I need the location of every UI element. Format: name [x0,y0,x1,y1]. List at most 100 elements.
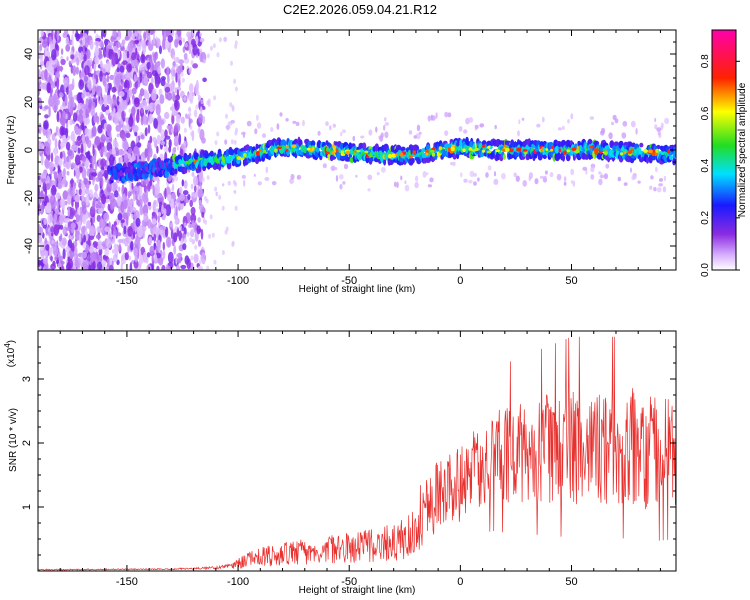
heatmap-noise-blob [104,178,108,183]
heatmap-noise-blob [129,262,133,270]
heatmap-trace-halo [322,163,327,169]
heatmap-noise-blob [70,222,76,229]
heatmap-trace-halo [427,115,431,122]
heatmap-noise-blob [136,112,140,124]
heatmap-noise-blob [97,240,102,246]
top-ytick-label: -20 [23,190,35,206]
heatmap-trace-halo [257,122,262,129]
heatmap-noise-blob [57,262,62,269]
heatmap-trace-halo [528,172,534,179]
heatmap-noise-blob [95,258,98,264]
y-axis-top: -40 -20 0 20 40 [23,29,676,271]
heatmap-trace-halo [290,173,295,180]
heatmap-noise-blob [76,57,80,66]
heatmap-noise-blob [81,226,85,235]
heatmap-noise-blob [59,255,64,262]
heatmap-noise-blob [175,218,179,224]
heatmap-peak-cell [335,148,339,153]
heatmap-trace-halo [472,173,478,177]
heatmap-noise-blob [213,95,217,101]
heatmap-noise-blob [180,71,184,77]
heatmap-trace-cell [383,158,387,166]
heatmap-noise-blob [44,114,49,119]
heatmap-peak-cell [522,149,528,152]
heatmap-noise-blob [38,85,41,97]
heatmap-peak-cell [603,151,608,155]
heatmap-trace-halo [215,191,218,197]
heatmap-trace-halo [664,117,670,125]
heatmap-noise-blob [197,128,201,134]
heatmap-noise-blob [60,58,66,66]
heatmap-noise-blob [153,233,157,242]
spectrogram-panel: -150 -100 -50 0 50 -40 -20 0 20 40 Height of str… [6,29,677,295]
heatmap-noise-blob [72,182,77,187]
heatmap-noise-blob [92,125,97,137]
heatmap-noise-blob [126,50,130,59]
heatmap-noise-blob [175,72,178,83]
heatmap-noise-blob [144,127,148,137]
heatmap-noise-blob [59,224,64,230]
heatmap-noise-blob [72,30,75,35]
heatmap-trace-halo [629,167,633,173]
heatmap-noise-blob [190,131,194,137]
heatmap-noise-blob [131,60,135,68]
heatmap-noise-blob [216,131,220,137]
heatmap-noise-blob [91,101,96,110]
heatmap-noise-blob [164,226,169,238]
heatmap-noise-blob [157,66,161,75]
heatmap-noise-blob [52,101,59,112]
heatmap-noise-blob [54,94,58,102]
heatmap-noise-blob [50,41,53,53]
heatmap-noise-blob [158,256,164,266]
heatmap-noise-blob [134,74,137,83]
heatmap-noise-blob [88,264,91,270]
heatmap-noise-blob [80,143,84,154]
heatmap-trace-halo [329,125,332,131]
heatmap-noise-blob [116,195,122,206]
heatmap-noise-blob [133,59,139,68]
heatmap-noise-blob [160,78,166,87]
heatmap-noise-blob [93,69,96,80]
heatmap-noise-blob [235,127,238,133]
heatmap-noise-blob [69,251,75,258]
heatmap-noise-blob [89,39,94,50]
heatmap-noise-blob [40,55,43,64]
heatmap-trace-halo [521,117,525,121]
heatmap-trace-halo [542,175,548,183]
heatmap-noise-blob [75,32,80,42]
heatmap-noise-blob [103,169,109,179]
heatmap-trace-halo [485,172,489,178]
heatmap-trace-halo [599,174,605,179]
heatmap-noise-blob [109,74,115,80]
y-scale-prefix: (x10 [6,347,17,367]
heatmap-trace-halo [343,163,349,170]
heatmap-noise-blob [176,89,179,97]
heatmap-noise-blob [54,138,58,148]
heatmap-noise-blob [119,65,125,73]
heatmap-noise-blob [112,30,117,38]
y-axis-label-bottom: SNR (10 * v/v) [8,408,19,472]
heatmap-trace-halo [534,178,539,185]
heatmap-noise-blob [218,37,222,43]
heatmap-peak-cell [312,146,315,152]
heatmap-noise-blob [165,236,172,248]
heatmap-noise-blob [195,104,199,110]
heatmap-noise-blob [38,124,42,130]
heatmap-noise-blob [123,79,130,91]
heatmap-noise-blob [72,65,77,76]
heatmap-trace-cell [188,152,192,159]
heatmap-noise-blob [74,194,81,202]
heatmap-noise-blob [67,239,73,249]
heatmap-noise-blob [183,227,187,236]
heatmap-peak-cell [331,151,335,155]
heatmap-noise-blob [53,224,60,236]
heatmap-trace-halo [340,132,343,137]
heatmap-noise-blob [123,153,128,165]
heatmap-trace-halo [487,165,492,171]
heatmap-noise-blob [175,63,179,69]
heatmap-noise-blob [191,228,195,234]
heatmap-noise-blob [121,39,126,45]
heatmap-noise-blob [187,194,191,201]
heatmap-noise-blob [78,108,83,115]
heatmap-noise-blob [197,30,200,39]
